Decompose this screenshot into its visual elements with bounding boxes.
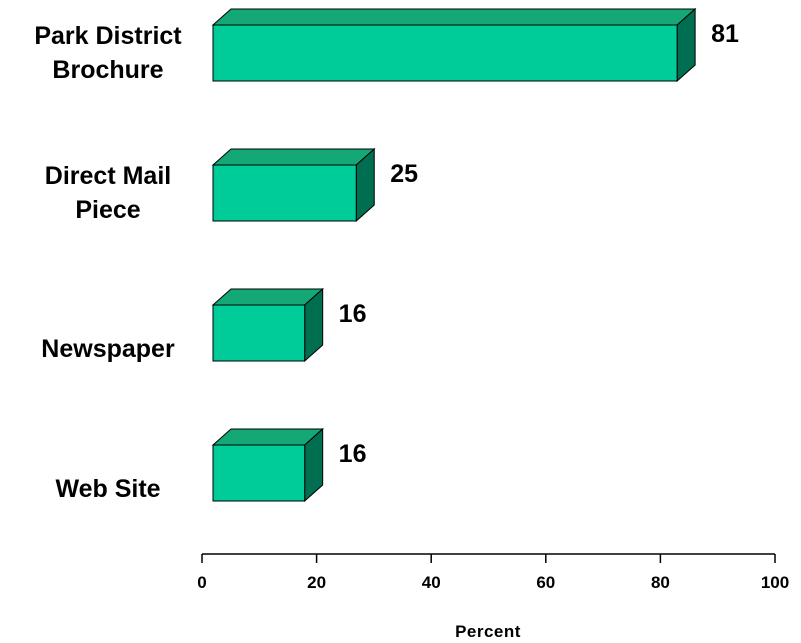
value-labels: 81 25 16 16 xyxy=(339,20,739,468)
bar-front-face xyxy=(212,304,306,362)
category-label-web-site: Web Site xyxy=(55,475,160,503)
x-tick-label-0: 0 xyxy=(197,573,206,592)
bar-front-face xyxy=(212,24,678,82)
bar-top-face xyxy=(211,428,324,446)
category-label-newspaper: Newspaper xyxy=(41,335,175,363)
category-labels: Park District Brochure Direct Mail Piece New… xyxy=(34,22,182,503)
bar-front-face xyxy=(212,444,306,502)
bar-web-site xyxy=(211,427,324,503)
bar-park-district-brochure xyxy=(211,7,697,83)
value-label-direct-mail-piece: 25 xyxy=(390,160,418,188)
value-label-newspaper: 16 xyxy=(339,300,367,328)
bar-top-face xyxy=(211,288,324,306)
x-tick-label-100: 100 xyxy=(761,573,789,592)
category-label-direct-mail: Direct Mail xyxy=(45,162,171,190)
bar-direct-mail-piece xyxy=(211,147,376,223)
bar-front-face xyxy=(212,164,357,222)
category-label-piece: Piece xyxy=(75,196,140,224)
x-tick-label-20: 20 xyxy=(307,573,326,592)
x-tick-label-40: 40 xyxy=(422,573,441,592)
value-label-park-district-brochure: 81 xyxy=(711,20,739,48)
x-axis: 0 20 40 60 80 100 xyxy=(197,553,789,592)
category-label-brochure: Brochure xyxy=(52,56,163,84)
x-tick-label-60: 60 xyxy=(536,573,555,592)
x-axis-title: Percent xyxy=(455,622,521,641)
bar-top-face xyxy=(211,148,376,166)
x-tick-label-80: 80 xyxy=(651,573,670,592)
bar-top-face xyxy=(211,8,697,26)
value-label-web-site: 16 xyxy=(339,440,367,468)
category-label-park-district: Park District xyxy=(34,22,182,50)
bars-group xyxy=(211,7,697,503)
bar-newspaper xyxy=(211,287,324,363)
